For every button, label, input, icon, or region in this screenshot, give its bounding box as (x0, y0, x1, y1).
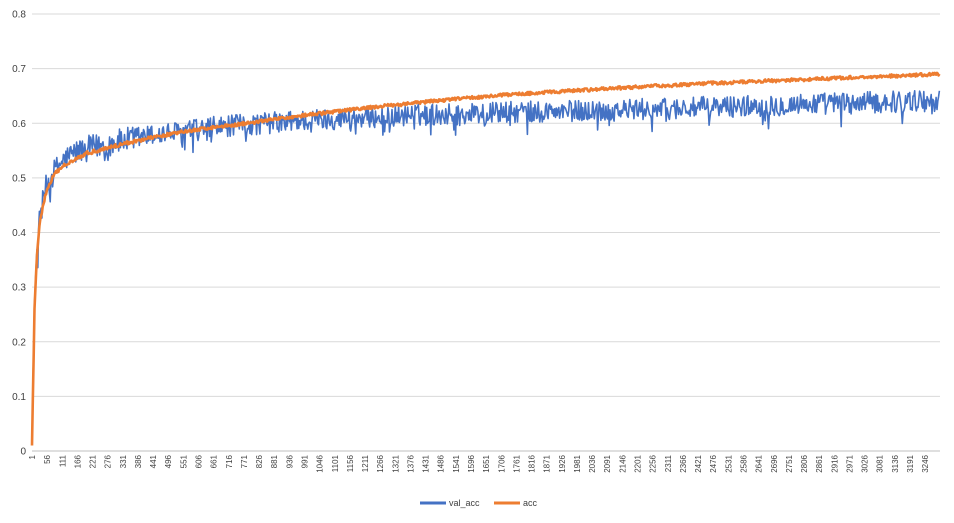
x-tick-label: 1211 (361, 454, 370, 472)
x-tick-label: 936 (285, 454, 294, 468)
x-tick-label: 1266 (376, 454, 385, 472)
x-tick-label: 441 (149, 454, 158, 468)
x-tick-label: 606 (195, 454, 204, 468)
x-tick-label: 1376 (406, 454, 415, 472)
y-tick-label: 0.2 (12, 337, 26, 348)
x-tick-label: 1541 (452, 454, 461, 472)
series-line-acc (30, 71, 941, 446)
x-tick-label: 1981 (573, 454, 582, 472)
x-tick-label: 1 (28, 454, 37, 459)
x-tick-label: 2806 (800, 454, 809, 472)
x-tick-label: 386 (134, 454, 143, 468)
y-tick-label: 0.7 (12, 64, 26, 75)
x-tick-label: 1101 (331, 454, 340, 472)
x-tick-label: 166 (73, 454, 82, 468)
x-tick-label: 881 (270, 454, 279, 468)
x-tick-label: 2421 (694, 454, 703, 472)
x-tick-label: 2366 (679, 454, 688, 472)
legend-item-val_acc: val_acc (420, 498, 480, 508)
y-tick-label: 0.6 (12, 119, 26, 130)
x-tick-label: 2531 (724, 454, 733, 472)
x-tick-label: 2586 (739, 454, 748, 472)
x-tick-label: 111 (58, 454, 67, 467)
x-tick-label: 1486 (437, 454, 446, 472)
y-tick-label: 0.8 (12, 10, 26, 21)
x-tick-label: 1706 (497, 454, 506, 472)
legend-label: val_acc (449, 498, 480, 508)
x-tick-label: 331 (119, 454, 128, 468)
x-tick-label: 1651 (482, 454, 491, 472)
x-axis-ticks: 1 56 111 166 221 276 331 386 441 496 551 606 661 716 7… (28, 454, 930, 472)
x-tick-label: 1596 (467, 454, 476, 472)
x-tick-label: 2476 (709, 454, 718, 472)
x-tick-label: 2696 (770, 454, 779, 472)
x-tick-label: 1816 (528, 454, 537, 472)
y-tick-label: 0.1 (12, 392, 26, 403)
y-axis-ticks: 0 0.1 0.2 0.3 0.4 0.5 0.6 0.7 0.8 (12, 10, 26, 458)
x-tick-label: 2751 (785, 454, 794, 472)
x-tick-label: 2036 (588, 454, 597, 472)
legend: val_acc acc (420, 498, 538, 508)
y-tick-label: 0.3 (12, 283, 26, 294)
x-tick-label: 1871 (543, 454, 552, 472)
y-tick-label: 0.4 (12, 228, 26, 239)
x-tick-label: 1926 (558, 454, 567, 472)
x-tick-label: 3081 (876, 454, 885, 472)
x-tick-label: 2146 (618, 454, 627, 472)
x-tick-label: 3136 (891, 454, 900, 472)
x-tick-label: 56 (43, 454, 52, 463)
x-tick-label: 3191 (906, 454, 915, 472)
x-tick-label: 496 (164, 454, 173, 468)
y-tick-label: 0 (20, 447, 26, 458)
x-tick-label: 2311 (664, 454, 673, 472)
series-line-val_acc (31, 90, 941, 446)
legend-item-acc: acc (494, 498, 538, 508)
x-tick-label: 551 (179, 454, 188, 468)
x-tick-label: 771 (240, 454, 249, 468)
x-tick-label: 2201 (634, 454, 643, 472)
x-tick-label: 1761 (512, 454, 521, 472)
x-tick-label: 3246 (921, 454, 930, 472)
x-tick-label: 1431 (422, 454, 431, 472)
x-tick-label: 661 (210, 454, 219, 468)
x-tick-label: 826 (255, 454, 264, 468)
x-tick-label: 276 (104, 454, 113, 468)
x-tick-label: 1046 (316, 454, 325, 472)
x-tick-label: 1321 (391, 454, 400, 472)
x-tick-label: 2641 (755, 454, 764, 472)
x-tick-label: 2861 (815, 454, 824, 472)
x-tick-label: 3026 (861, 454, 870, 472)
x-tick-label: 991 (300, 454, 309, 468)
x-tick-label: 221 (89, 454, 98, 468)
gridlines (32, 13, 940, 397)
x-tick-label: 1156 (346, 454, 355, 472)
y-tick-label: 0.5 (12, 173, 26, 184)
legend-label: acc (523, 498, 538, 508)
series-lines (30, 71, 941, 446)
x-tick-label: 2916 (830, 454, 839, 472)
x-tick-label: 2091 (603, 454, 612, 472)
x-tick-label: 716 (225, 454, 234, 468)
x-tick-label: 2971 (845, 454, 854, 472)
x-tick-label: 2256 (649, 454, 658, 472)
